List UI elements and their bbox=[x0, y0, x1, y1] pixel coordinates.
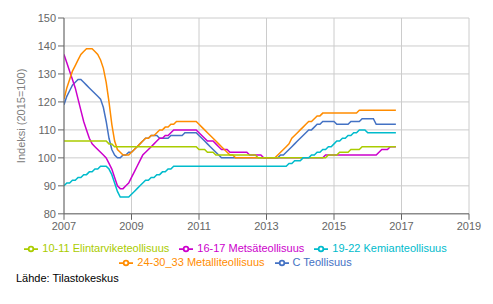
svg-text:2009: 2009 bbox=[119, 220, 143, 232]
html-text:C Teollisuus: C Teollisuus bbox=[292, 255, 352, 268]
svg-text:100: 100 bbox=[38, 152, 56, 164]
svg-text:90: 90 bbox=[44, 180, 56, 192]
html-text:19-22 Kemianteollisuus: 19-22 Kemianteollisuus bbox=[332, 241, 447, 254]
svg-text:120: 120 bbox=[38, 96, 56, 108]
svg-text:150: 150 bbox=[38, 12, 56, 24]
html-text:Lähde: Tilastokeskus: Lähde: Tilastokeskus bbox=[16, 272, 119, 284]
svg-text:2011: 2011 bbox=[187, 220, 211, 232]
svg-text:140: 140 bbox=[38, 40, 56, 52]
html-text:16-17 Metsäteollisuus: 16-17 Metsäteollisuus bbox=[197, 241, 305, 254]
svg-text:2015: 2015 bbox=[322, 220, 346, 232]
html-text:24-30_33 Metalliteollisuus: 24-30_33 Metalliteollisuus bbox=[137, 255, 265, 268]
svg-text:130: 130 bbox=[38, 68, 56, 80]
svg-text:2019: 2019 bbox=[457, 220, 481, 232]
svg-text:2007: 2007 bbox=[52, 220, 76, 232]
html-text:10-11 Elintarviketeollisuus: 10-11 Elintarviketeollisuus bbox=[42, 241, 170, 254]
svg-text:2017: 2017 bbox=[389, 220, 413, 232]
svg-text:80: 80 bbox=[44, 208, 56, 220]
svg-text:2013: 2013 bbox=[254, 220, 278, 232]
svg-text:110: 110 bbox=[38, 124, 56, 136]
svg-text:Indeksi (2015=100): Indeksi (2015=100) bbox=[15, 69, 27, 163]
